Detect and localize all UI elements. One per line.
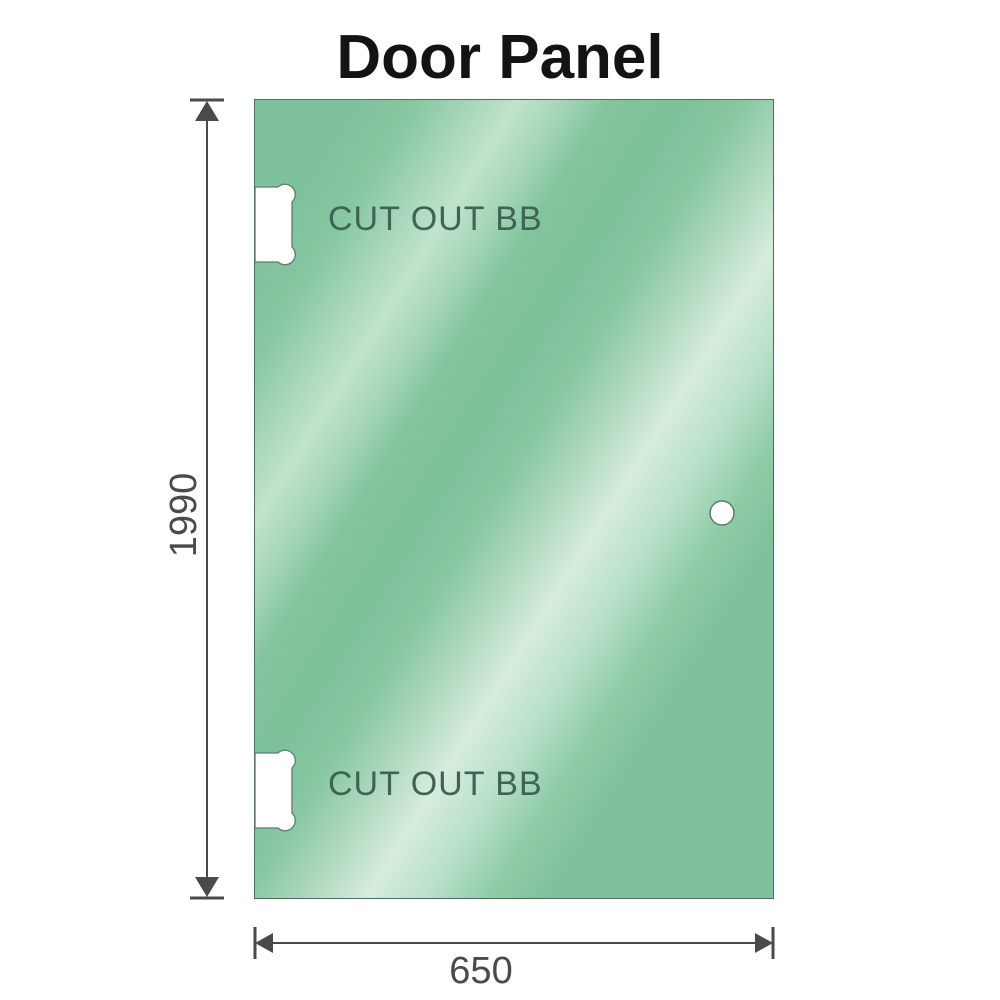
svg-text:CUT OUT BB: CUT OUT BB xyxy=(328,200,543,238)
svg-text:1990: 1990 xyxy=(163,473,205,558)
svg-text:CUT OUT BB: CUT OUT BB xyxy=(328,765,543,803)
svg-text:650: 650 xyxy=(449,950,512,992)
